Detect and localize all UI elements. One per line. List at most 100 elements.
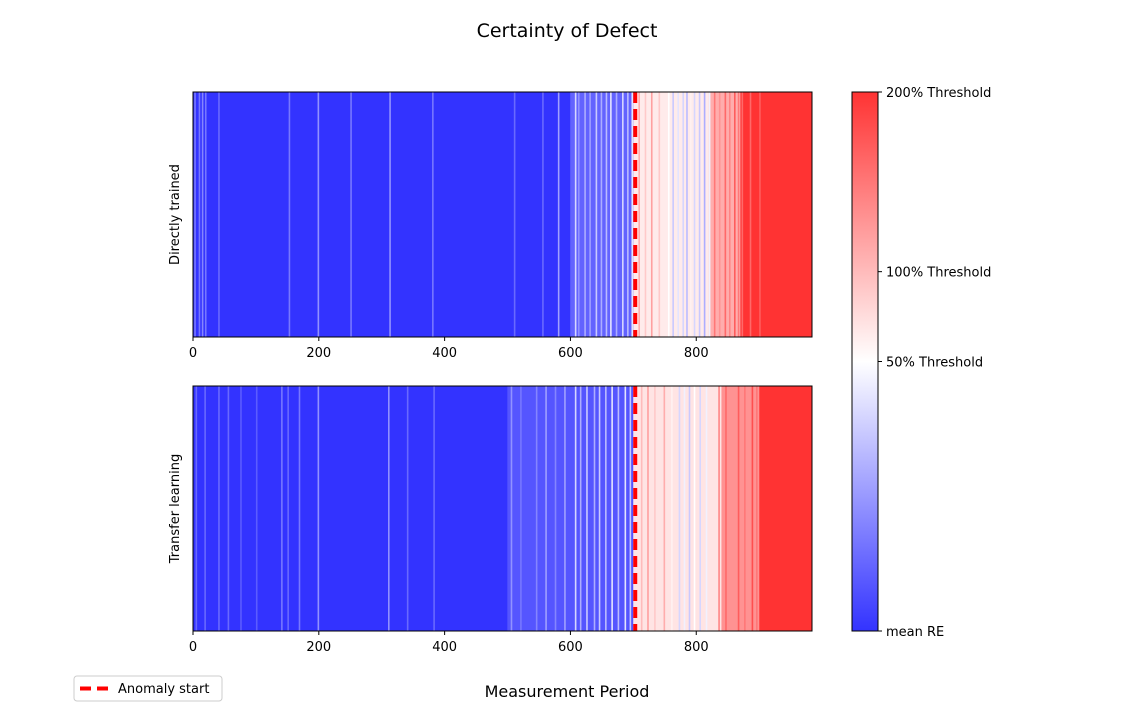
heatmap-strip-18: [564, 386, 566, 631]
heatmap-strip-8: [298, 386, 301, 631]
heatmap-strip-19: [605, 92, 608, 337]
heatmap-segment-0: [193, 92, 571, 337]
heatmap-strip-24: [631, 92, 634, 337]
heatmap-strip-8: [389, 92, 391, 337]
heatmap-strip-47: [759, 92, 761, 337]
heatmap-strip-10: [388, 386, 390, 631]
heatmap-strip-23: [627, 92, 629, 337]
x-axis-ticks: 0 200 400 600 800: [189, 337, 709, 361]
heatmap-strip-16: [545, 386, 547, 631]
heatmap-strip-13: [510, 386, 513, 631]
heatmap-strip-31: [677, 92, 679, 337]
x-axis-label: Measurement Period: [485, 682, 650, 701]
heatmap-segment-3: [721, 386, 760, 631]
heatmap-strip-29: [640, 386, 643, 631]
heatmap-strip-6: [317, 92, 320, 337]
heatmap-strip-47: [756, 386, 758, 631]
heatmap-strip-4: [240, 386, 242, 631]
heatmap-strip-1: [198, 92, 201, 337]
heatmap-strip-5: [288, 92, 291, 337]
heatmap-strip-45: [744, 386, 746, 631]
heatmap-strip-26: [617, 386, 620, 631]
heatmap-strip-25: [638, 92, 640, 337]
heatmap-strip-17: [554, 386, 557, 631]
heatmap-strips: [193, 386, 812, 631]
heatmap-strip-35: [683, 386, 686, 631]
heatmap-segment-2: [633, 386, 722, 631]
heatmap-strip-20: [579, 386, 582, 631]
heatmap-strip-11: [542, 92, 544, 337]
heatmap-strip-31: [654, 386, 656, 631]
colorbar-tick-label: 100% Threshold: [886, 266, 991, 281]
heatmap-strip-1: [204, 386, 206, 631]
colorbar-tick-label: 50% Threshold: [886, 356, 983, 371]
heatmap-strip-29: [667, 92, 670, 337]
heatmap-segment-4: [759, 386, 812, 631]
x-tick-label: 400: [432, 640, 457, 655]
heatmap-strip-2: [201, 92, 204, 337]
heatmap-strip-38: [699, 386, 701, 631]
heatmap-strip-25: [611, 386, 613, 631]
x-tick-label: 800: [684, 640, 709, 655]
heatmap-strip-46: [749, 92, 752, 337]
heatmap-strip-40: [718, 92, 721, 337]
heatmap-strip-23: [598, 386, 601, 631]
heatmap-strip-36: [688, 386, 691, 631]
x-tick-label: 800: [684, 346, 709, 361]
heatmap-strip-13: [574, 92, 577, 337]
heatmap-strip-43: [733, 92, 736, 337]
heatmap-strip-7: [350, 92, 352, 337]
heatmap-strip-6: [281, 386, 283, 631]
panel-frame: [192, 91, 813, 338]
heatmap-strip-39: [705, 386, 708, 631]
heatmap-strip-34: [678, 386, 681, 631]
heatmap-strip-30: [672, 92, 674, 337]
heatmap-strip-27: [650, 92, 653, 337]
heatmap-strip-0: [195, 386, 198, 631]
heatmap-strip-39: [713, 92, 716, 337]
heatmap-strip-2: [218, 386, 220, 631]
y-axis-label: Transfer learning: [168, 454, 183, 564]
heatmap-strip-46: [751, 386, 754, 631]
heatmap-strip-18: [600, 92, 603, 337]
heatmap-strip-0: [194, 92, 196, 337]
legend-frame: [73, 675, 223, 702]
heatmap-strip-22: [593, 386, 596, 631]
heatmap-strip-43: [731, 386, 734, 631]
colorbar-gradient: [851, 91, 879, 632]
x-tick-label: 0: [189, 640, 197, 655]
heatmap-strip-34: [689, 92, 692, 337]
heatmap-strip-22: [622, 92, 624, 337]
heatmap-strip-37: [703, 92, 706, 337]
heatmap-strip-38: [708, 92, 711, 337]
heatmap-strip-40: [711, 386, 714, 631]
heatmap-strip-44: [737, 386, 740, 631]
heatmap-strip-35: [693, 92, 696, 337]
heatmap-strip-3: [204, 92, 207, 337]
heatmap-strip-7: [287, 386, 289, 631]
heatmap-segment-0: [193, 386, 508, 631]
heatmap-strip-30: [647, 386, 649, 631]
heatmap-strip-44: [737, 92, 740, 337]
heatmap-strip-10: [513, 92, 516, 337]
heatmap-strip-37: [693, 386, 696, 631]
x-tick-label: 600: [558, 346, 583, 361]
colorbar: mean RE 50% Threshold 100% Threshold 200% T…: [851, 86, 991, 640]
heatmap-strip-19: [574, 386, 577, 631]
heatmap-strip-17: [595, 92, 598, 337]
heatmap-panel-transfer-learning: 0 200 400 600 800 Transfer learning: [168, 385, 813, 655]
heatmap-strip-21: [586, 386, 588, 631]
heatmap-strip-16: [589, 92, 591, 337]
heatmap-segment-4: [740, 92, 812, 337]
heatmap-strip-36: [698, 92, 701, 337]
heatmap-strip-21: [615, 92, 618, 337]
heatmap-strip-15: [584, 92, 586, 337]
colorbar-ticks: mean RE 50% Threshold 100% Threshold 200% T…: [878, 86, 991, 640]
heatmap-strip-15: [535, 386, 538, 631]
heatmap-strip-28: [658, 92, 661, 337]
heatmap-strip-42: [728, 92, 731, 337]
heatmap-strip-4: [218, 92, 220, 337]
colorbar-tick-label: 200% Threshold: [886, 86, 991, 101]
heatmap-panel-directly-trained: 0 200 400 600 800 Directly trained: [168, 91, 813, 361]
heatmap-strip-26: [644, 92, 647, 337]
